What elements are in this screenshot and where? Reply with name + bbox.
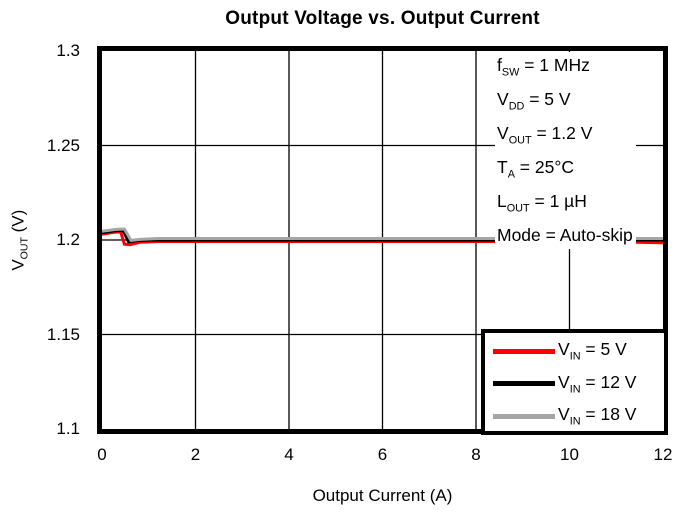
- y-tick-label: 1.1: [56, 419, 80, 438]
- y-tick-label: 1.25: [46, 135, 80, 155]
- legend-item: VIN = 18 V: [485, 401, 664, 431]
- legend-swatch: [493, 348, 555, 354]
- y-tick-label: 1.2: [56, 230, 80, 249]
- annotation-line: VOUT = 1.2 V: [497, 123, 593, 147]
- legend-label: VIN = 12 V: [558, 371, 637, 396]
- annotation-line: fSW = 1 MHz: [497, 55, 590, 79]
- x-tick-label: 2: [190, 445, 201, 464]
- x-tick-label: 0: [97, 445, 107, 464]
- y-tick-label: 1.3: [56, 41, 80, 60]
- legend-item: VIN = 5 V: [485, 336, 664, 366]
- legend-label: VIN = 18 V: [558, 404, 637, 428]
- x-tick-label: 12: [653, 445, 673, 464]
- x-tick-label: 10: [560, 445, 579, 464]
- x-tick-label: 4: [284, 445, 294, 464]
- annotation-line: Mode = Auto-skip: [497, 225, 633, 245]
- annotation-line: TA = 25°C: [497, 157, 574, 181]
- legend-box: VIN = 5 V VIN = 12 V VIN = 18 V: [481, 329, 668, 435]
- x-axis-label: Output Current (A): [312, 486, 453, 505]
- legend-swatch: [493, 413, 555, 419]
- x-tick-label: 8: [471, 445, 481, 464]
- annotation-line: VDD = 5 V: [497, 89, 571, 113]
- legend-swatch: [493, 381, 555, 386]
- legend-label: VIN = 5 V: [558, 339, 627, 363]
- y-tick-label: 1.15: [46, 324, 80, 344]
- legend-item: VIN = 12 V: [485, 369, 664, 399]
- conditions-annotation: fSW = 1 MHz VDD = 5 V VOUT = 1.2 V TA = 25°…: [495, 52, 636, 249]
- annotation-line: LOUT = 1 µH: [497, 191, 587, 215]
- chart-title: Output Voltage vs. Output Current: [225, 8, 540, 29]
- series-line-vin-18-v: [102, 227, 663, 242]
- x-tick-label: 6: [377, 445, 388, 464]
